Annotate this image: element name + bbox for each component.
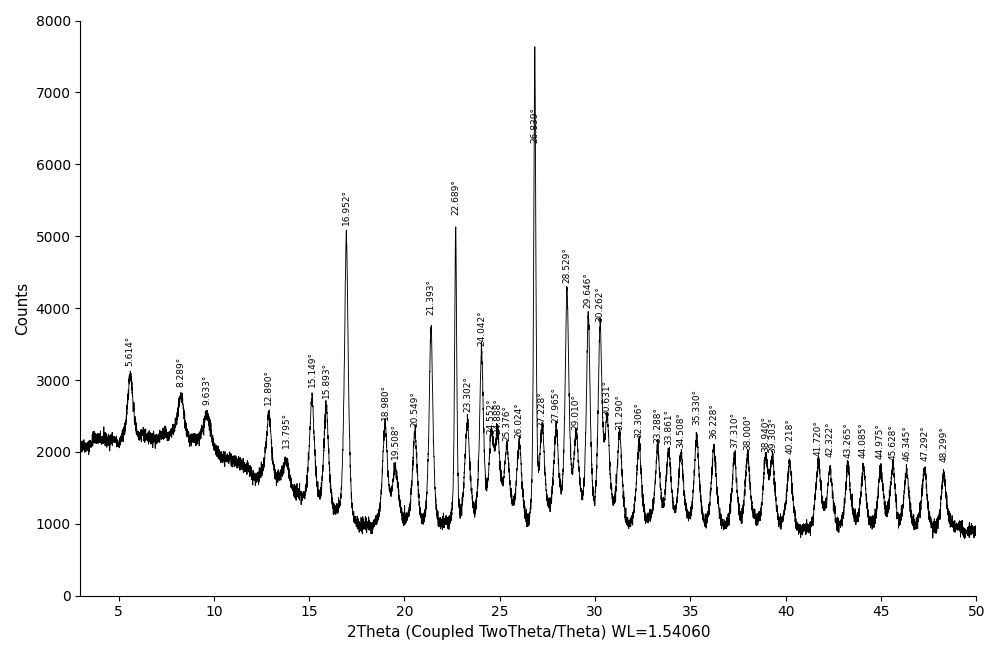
Text: 45.628°: 45.628° <box>888 424 897 460</box>
Text: 37.310°: 37.310° <box>730 412 739 448</box>
Text: 20.549°: 20.549° <box>410 391 419 427</box>
Text: 22.689°: 22.689° <box>451 179 460 215</box>
Text: 42.322°: 42.322° <box>825 421 834 457</box>
Text: 21.393°: 21.393° <box>426 279 435 315</box>
Text: 35.330°: 35.330° <box>692 388 701 424</box>
Text: 34.508°: 34.508° <box>676 412 685 448</box>
Text: 26.839°: 26.839° <box>530 107 539 143</box>
Text: 39.303°: 39.303° <box>768 417 777 453</box>
Text: 24.552°: 24.552° <box>487 398 496 434</box>
Text: 44.975°: 44.975° <box>876 423 885 459</box>
Text: 40.218°: 40.218° <box>785 418 794 454</box>
Text: 24.888°: 24.888° <box>493 398 502 434</box>
Text: 15.893°: 15.893° <box>322 362 331 398</box>
Text: 26.024°: 26.024° <box>515 402 524 438</box>
Text: 33.861°: 33.861° <box>664 409 673 445</box>
Text: 18.980°: 18.980° <box>380 383 389 420</box>
Text: 30.631°: 30.631° <box>603 380 612 416</box>
Text: 32.306°: 32.306° <box>634 402 643 438</box>
Text: 41.720°: 41.720° <box>814 420 823 455</box>
Text: 15.149°: 15.149° <box>307 351 316 387</box>
Text: 27.228°: 27.228° <box>538 391 547 427</box>
Text: 19.508°: 19.508° <box>391 423 400 459</box>
Text: 5.614°: 5.614° <box>126 335 135 365</box>
Text: 28.529°: 28.529° <box>563 247 572 283</box>
Text: 46.345°: 46.345° <box>902 424 911 460</box>
Text: 44.085°: 44.085° <box>859 422 868 458</box>
Text: 23.302°: 23.302° <box>463 377 472 413</box>
Y-axis label: Counts: Counts <box>15 282 30 335</box>
Text: 24.042°: 24.042° <box>477 310 486 345</box>
Text: 29.010°: 29.010° <box>572 394 581 430</box>
Text: 12.890°: 12.890° <box>264 369 273 405</box>
Text: 16.952°: 16.952° <box>342 189 351 225</box>
Text: 29.646°: 29.646° <box>584 272 593 308</box>
Text: 36.228°: 36.228° <box>709 403 718 439</box>
Text: 30.262°: 30.262° <box>596 287 605 322</box>
Text: 25.376°: 25.376° <box>502 405 511 441</box>
Text: 43.265°: 43.265° <box>843 422 852 458</box>
Text: 38.000°: 38.000° <box>743 415 752 451</box>
Text: 27.965°: 27.965° <box>552 387 561 423</box>
Text: 38.940°: 38.940° <box>761 416 770 452</box>
Text: 33.288°: 33.288° <box>653 407 662 443</box>
Text: 9.633°: 9.633° <box>202 375 211 405</box>
Text: 13.795°: 13.795° <box>282 412 291 448</box>
Text: 31.290°: 31.290° <box>615 394 624 430</box>
Text: 48.299°: 48.299° <box>939 426 948 462</box>
Text: 8.289°: 8.289° <box>177 357 186 387</box>
Text: 47.292°: 47.292° <box>920 426 929 461</box>
X-axis label: 2Theta (Coupled TwoTheta/Theta) WL=1.54060: 2Theta (Coupled TwoTheta/Theta) WL=1.540… <box>347 625 710 640</box>
